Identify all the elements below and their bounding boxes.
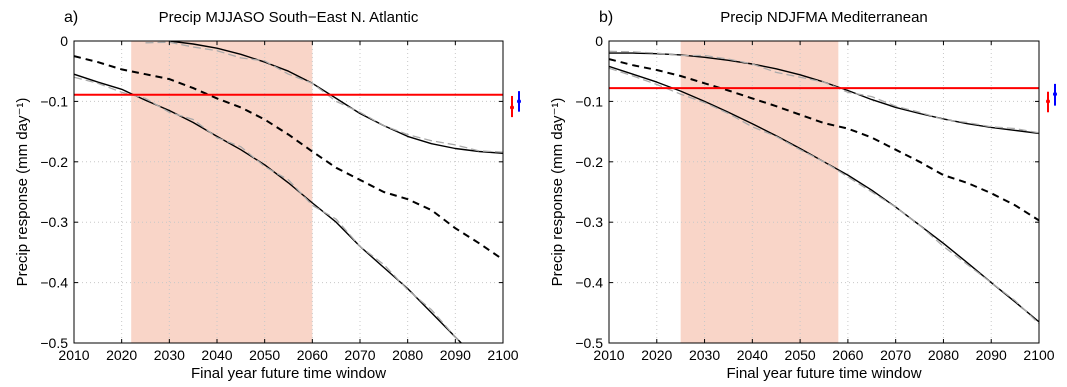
x-tick-label: 2040 (201, 347, 232, 363)
series-group (609, 50, 1039, 325)
x-tick-label: 2020 (106, 347, 137, 363)
y-tick-label: −0.2 (575, 154, 603, 170)
x-tick-label: 2080 (392, 347, 423, 363)
y-tick-label: −0.3 (40, 214, 68, 230)
series-line-1-dashed (74, 55, 503, 261)
x-tick-label: 2030 (154, 347, 185, 363)
series-line-0-solid (169, 41, 503, 154)
y-tick-label: −0.1 (40, 93, 68, 109)
x-tick-label: 2060 (297, 347, 328, 363)
panel-letter: b) (599, 9, 613, 26)
error-bar-center-red (1046, 99, 1050, 104)
y-axis-label: Precip response (mm day⁻¹) (549, 98, 566, 287)
y-tick-label: −0.4 (575, 275, 603, 291)
y-tick-label: −0.5 (575, 335, 603, 351)
y-tick-label: −0.3 (575, 214, 603, 230)
x-tick-label: 2060 (832, 347, 863, 363)
series-line-2-solid (74, 73, 463, 343)
shaded-window (680, 41, 839, 343)
chart-title: Precip MJJASO South−East N. Atlantic (159, 9, 419, 26)
x-tick-label: 2100 (487, 347, 518, 363)
error-bar-center-blue (517, 99, 521, 104)
x-tick-label: 2070 (344, 347, 375, 363)
x-axis-label: Final year future time window (726, 365, 921, 382)
x-tick-label: 2090 (976, 347, 1007, 363)
series-line-3-dashed (145, 41, 503, 153)
y-tick-label: −0.4 (40, 275, 68, 291)
series-group (74, 41, 503, 343)
x-tick-label: 2100 (1023, 347, 1054, 363)
chart-panel-a: 2010 2020 2030 2040 2050 2060 2070 2080 2090 2100… (14, 9, 521, 382)
y-tick-label: −0.5 (40, 335, 68, 351)
x-tick-label: 2020 (641, 347, 672, 363)
series-line-4-dashed (74, 76, 463, 343)
series-line-3-dashed (609, 50, 1039, 134)
series-line-4-dashed (609, 67, 1039, 325)
panel-letter: a) (64, 9, 78, 26)
x-axis-label: Final year future time window (191, 365, 386, 382)
shaded-window (131, 41, 313, 343)
error-bar-center-blue (1053, 92, 1057, 97)
x-tick-label: 2090 (440, 347, 471, 363)
x-tick-label: 2080 (928, 347, 959, 363)
x-tick-label: 2040 (737, 347, 768, 363)
plot-frame (608, 40, 1040, 344)
y-tick-label: −0.2 (40, 154, 68, 170)
y-tick-label: 0 (60, 33, 68, 49)
x-tick-label: 2050 (785, 347, 816, 363)
x-tick-label: 2010 (593, 347, 624, 363)
chart-title: Precip NDJFMA Mediterranean (720, 9, 928, 26)
plot-frame (73, 40, 504, 344)
x-tick-label: 2010 (58, 347, 89, 363)
chart-panel-b: 2010 2020 2030 2040 2050 2060 2070 2080 2090 2100… (549, 9, 1057, 382)
y-axis-label: Precip response (mm day⁻¹) (14, 98, 31, 287)
x-tick-label: 2070 (880, 347, 911, 363)
y-tick-label: −0.1 (575, 93, 603, 109)
x-tick-label: 2030 (689, 347, 720, 363)
series-line-1-dashed (609, 58, 1039, 222)
y-tick-label: 0 (595, 33, 603, 49)
error-bar-center-red (510, 105, 514, 110)
x-tick-label: 2050 (249, 347, 280, 363)
